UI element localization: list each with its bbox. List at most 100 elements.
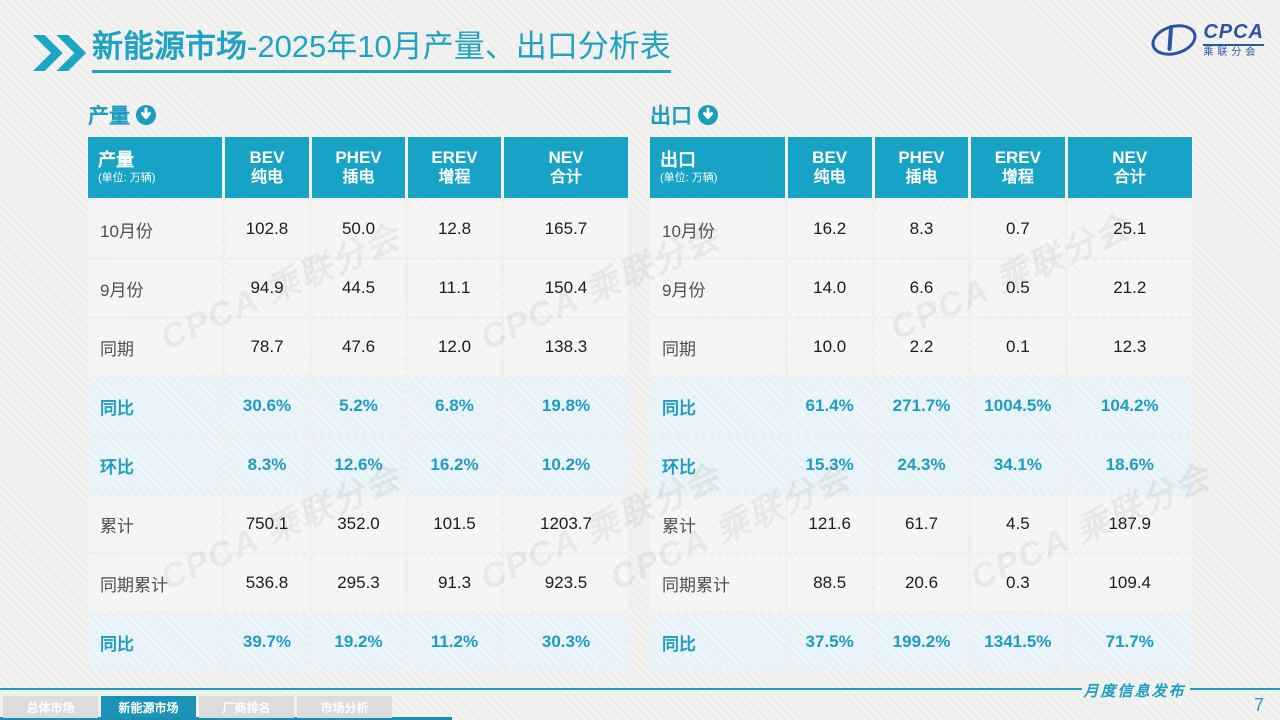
cell-value: 0.3 — [971, 555, 1065, 611]
cell-value: 16.2 — [787, 201, 872, 257]
cell-value: 12.8 — [408, 201, 501, 257]
cell-value: 295.3 — [312, 555, 405, 611]
tab-厂商排名[interactable]: 厂商排名 — [199, 696, 294, 718]
row-label: 10月份 — [650, 201, 785, 257]
cell-value: 19.2% — [312, 614, 405, 670]
column-header-cn: 纯电 — [813, 169, 846, 187]
export-section: 出口 出口 (单位: 万辆) BEV 纯电 PHEV 插电 EREV 增程 NEV 合计 10月份 1… — [650, 100, 1192, 670]
cell-value: 61.4% — [787, 378, 872, 434]
cell-value: 0.1 — [971, 319, 1065, 375]
cell-value: 30.3% — [504, 614, 628, 670]
cell-value: 1004.5% — [971, 378, 1065, 434]
tab-新能源市场[interactable]: 新能源市场 — [101, 696, 196, 718]
bottom-accent-strip — [0, 717, 452, 720]
column-header-en: EREV — [431, 147, 478, 167]
page-title-bold: 新能源市场 — [92, 29, 247, 64]
double-chevron-icon — [33, 33, 87, 73]
cell-value: 94.9 — [225, 260, 309, 316]
tab-市场分析[interactable]: 市场分析 — [297, 696, 392, 718]
tab-总体市场[interactable]: 总体市场 — [3, 696, 98, 718]
cell-value: 34.1% — [971, 437, 1065, 493]
column-header-cn: 插电 — [342, 169, 375, 187]
cell-value: 102.8 — [225, 201, 309, 257]
row-label: 环比 — [88, 437, 222, 493]
cell-value: 6.6 — [874, 260, 969, 316]
cell-value: 91.3 — [408, 555, 501, 611]
row-label: 9月份 — [88, 260, 222, 316]
cell-value: 78.7 — [225, 319, 309, 375]
cpca-logo-text: CPCA 乘联分会 — [1203, 22, 1264, 58]
export-label-text: 出口 — [650, 105, 692, 128]
cell-value: 16.2% — [408, 437, 501, 493]
column-header-cn: 插电 — [905, 169, 938, 187]
header: 新能源市场-2025年10月产量、出口分析表 CPCA 乘联分会 — [0, 0, 1280, 90]
column-header: PHEV 插电 — [312, 137, 405, 198]
column-header: BEV 纯电 — [225, 137, 309, 198]
row-label: 同比 — [88, 378, 222, 434]
row-label: 累计 — [650, 496, 785, 552]
cell-value: 21.2 — [1067, 260, 1192, 316]
row-label: 环比 — [650, 437, 785, 493]
row-label: 同比 — [650, 614, 785, 670]
cell-value: 121.6 — [787, 496, 872, 552]
column-header-en: EREV — [994, 147, 1041, 167]
cell-value: 10.2% — [504, 437, 628, 493]
row-label: 同期累计 — [650, 555, 785, 611]
cell-value: 6.8% — [408, 378, 501, 434]
table-corner-unit: (单位: 万辆) — [98, 171, 156, 184]
cell-value: 50.0 — [312, 201, 405, 257]
column-header: EREV 增程 — [408, 137, 501, 198]
row-label: 同期 — [650, 319, 785, 375]
column-header-en: BEV — [812, 147, 848, 167]
cell-value: 39.7% — [225, 614, 309, 670]
footer-rule-left — [0, 688, 1082, 690]
cell-value: 18.6% — [1067, 437, 1192, 493]
cell-value: 199.2% — [874, 614, 969, 670]
cpca-oval-icon — [1148, 19, 1201, 61]
cell-value: 0.5 — [971, 260, 1065, 316]
cell-value: 44.5 — [312, 260, 405, 316]
cell-value: 11.2% — [408, 614, 501, 670]
cell-value: 165.7 — [504, 201, 628, 257]
page-title-rest: -2025年10月产量、出口分析表 — [247, 29, 671, 64]
down-arrow-circle-icon — [697, 104, 719, 126]
row-label: 同期 — [88, 319, 222, 375]
cell-value: 24.3% — [874, 437, 969, 493]
cell-value: 101.5 — [408, 496, 501, 552]
cell-value: 0.7 — [971, 201, 1065, 257]
cell-value: 19.8% — [504, 378, 628, 434]
column-header-cn: 合计 — [549, 169, 582, 187]
column-header-en: PHEV — [898, 147, 945, 167]
column-header-cn: 纯电 — [250, 169, 283, 187]
column-header-en: BEV — [249, 147, 285, 167]
cell-value: 187.9 — [1067, 496, 1192, 552]
cell-value: 14.0 — [787, 260, 872, 316]
production-table: 产量 (单位: 万辆) BEV 纯电 PHEV 插电 EREV 增程 NEV 合计 10月份 102.… — [88, 137, 628, 670]
cell-value: 12.3 — [1067, 319, 1192, 375]
cell-value: 20.6 — [874, 555, 969, 611]
column-header-en: NEV — [548, 147, 584, 167]
down-arrow-circle-icon — [135, 104, 157, 126]
cell-value: 536.8 — [225, 555, 309, 611]
column-header-en: NEV — [1112, 147, 1148, 167]
cell-value: 15.3% — [787, 437, 872, 493]
cell-value: 1341.5% — [971, 614, 1065, 670]
column-header-cn: 增程 — [1001, 169, 1034, 187]
export-section-label: 出口 — [650, 100, 1192, 130]
page-title: 新能源市场-2025年10月产量、出口分析表 — [92, 28, 671, 73]
release-label: 月度信息发布 — [1083, 684, 1186, 700]
cell-value: 12.0 — [408, 319, 501, 375]
cell-value: 30.6% — [225, 378, 309, 434]
cpca-logo-brand: CPCA — [1203, 22, 1264, 46]
cell-value: 25.1 — [1067, 201, 1192, 257]
table-corner-unit: (单位: 万辆) — [660, 171, 718, 184]
column-header: NEV 合计 — [1067, 137, 1192, 198]
cell-value: 37.5% — [787, 614, 872, 670]
table-corner-cell: 出口 (单位: 万辆) — [650, 137, 785, 198]
cell-value: 61.7 — [874, 496, 969, 552]
cell-value: 138.3 — [504, 319, 628, 375]
footer-rule-right — [1190, 688, 1280, 690]
cell-value: 923.5 — [504, 555, 628, 611]
cell-value: 8.3% — [225, 437, 309, 493]
cell-value: 109.4 — [1067, 555, 1192, 611]
